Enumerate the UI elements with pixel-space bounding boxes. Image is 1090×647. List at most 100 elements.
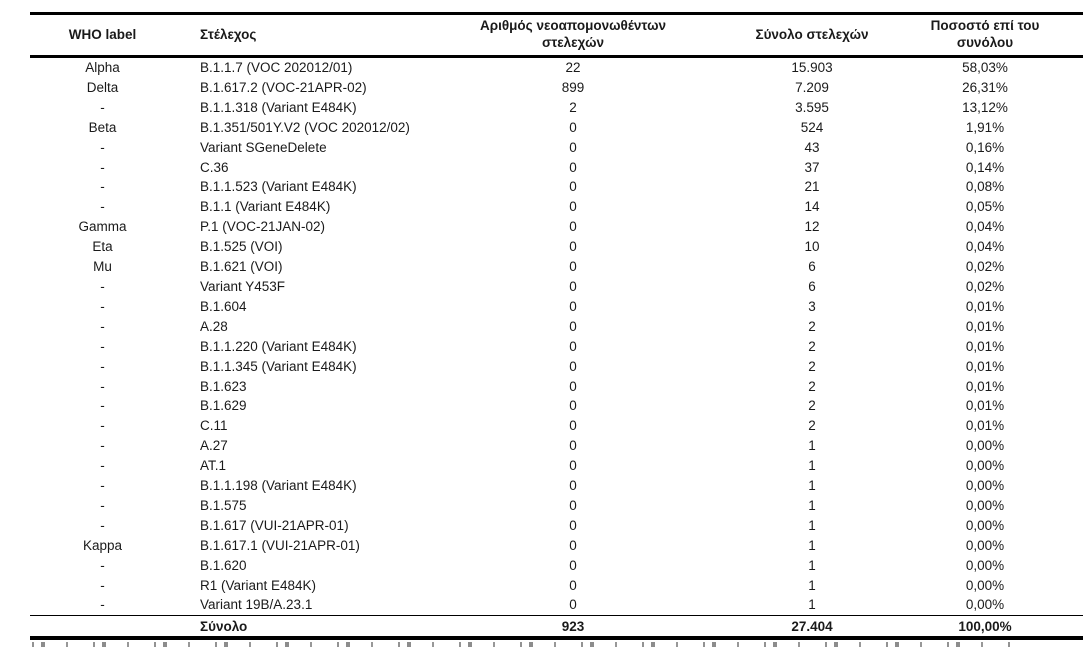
pct-cell: 0,00%: [965, 497, 1005, 513]
total-cell: 12: [804, 219, 820, 235]
who-label-cell: -: [100, 179, 105, 195]
strain-cell: B.1.1.198 (Variant E484K): [200, 478, 357, 494]
total-pct-cell: 100,00%: [958, 618, 1012, 634]
strain-cell: C.36: [200, 159, 229, 175]
isolates-cell: 0: [569, 398, 577, 414]
table-row: - B.1.617 (VUI-21APR-01) 0 1 0,00%: [30, 516, 1083, 536]
strain-cell: B.1.617.2 (VOC-21APR-02): [200, 79, 367, 95]
strain-cell: A.27: [200, 438, 228, 454]
who-label-cell: Mu: [93, 259, 112, 275]
isolates-cell: 0: [569, 438, 577, 454]
pct-cell: 58,03%: [962, 60, 1008, 75]
total-cell: 37: [804, 159, 820, 175]
who-label-cell: Beta: [88, 119, 117, 135]
strain-cell: B.1.1.220 (Variant E484K): [200, 338, 357, 354]
who-label-cell: -: [100, 458, 105, 474]
pct-cell: 0,05%: [965, 199, 1005, 215]
total-isolates-cell: 923: [561, 618, 585, 634]
total-cell: 1: [808, 537, 816, 553]
table-body: Alpha B.1.1.7 (VOC 202012/01) 22 15.903 58,0…: [30, 57, 1083, 616]
header-who-label: WHO label: [68, 26, 137, 42]
pct-cell: 0,16%: [965, 139, 1005, 155]
pct-cell: 26,31%: [962, 79, 1008, 95]
who-label-cell: -: [100, 517, 105, 533]
table-row: - B.1.604 0 3 0,01%: [30, 297, 1083, 317]
strain-cell: Variant SGeneDelete: [200, 139, 327, 155]
table-row: Gamma P.1 (VOC-21JAN-02) 0 12 0,04%: [30, 217, 1083, 237]
table-row: - B.1.575 0 1 0,00%: [30, 496, 1083, 516]
who-label-cell: Kappa: [82, 537, 123, 553]
pct-cell: 0,00%: [965, 557, 1005, 573]
strain-cell: Variant Y453F: [200, 278, 286, 294]
who-label-cell: -: [100, 278, 105, 294]
who-label-cell: -: [100, 318, 105, 334]
table-row: - R1 (Variant E484K) 0 1 0,00%: [30, 576, 1083, 596]
pct-cell: 0,00%: [965, 537, 1005, 553]
who-label-cell: -: [100, 418, 105, 434]
who-label-cell: -: [100, 159, 105, 175]
table-row: - Variant Y453F 0 6 0,02%: [30, 277, 1083, 297]
isolates-cell: 0: [569, 478, 577, 494]
pct-cell: 0,01%: [965, 418, 1005, 434]
isolates-cell: 0: [569, 577, 577, 593]
strain-cell: B.1.351/501Y.V2 (VOC 202012/02): [200, 119, 410, 135]
pct-cell: 0,00%: [965, 478, 1005, 494]
table-row: - B.1.1.345 (Variant E484K) 0 2 0,01%: [30, 357, 1083, 377]
who-label-cell: -: [100, 497, 105, 513]
isolates-cell: 0: [569, 139, 577, 155]
table-row: - AT.1 0 1 0,00%: [30, 456, 1083, 476]
strain-cell: B.1.621 (VOI): [200, 259, 283, 275]
who-label-cell: -: [100, 99, 105, 115]
table-row: - B.1.623 0 2 0,01%: [30, 377, 1083, 397]
table-row: - A.28 0 2 0,01%: [30, 317, 1083, 337]
table-row: - Variant 19B/A.23.1 0 1 0,00%: [30, 595, 1083, 615]
header-pct-of-total: Ποσοστό επί του συνόλου: [887, 14, 1083, 57]
total-cell: 10: [804, 239, 820, 255]
total-cell: 3.595: [795, 99, 829, 115]
table-row: - B.1.1.318 (Variant E484K) 2 3.595 13,12%: [30, 98, 1083, 118]
pct-cell: 0,08%: [965, 179, 1005, 195]
who-label-cell: -: [100, 378, 105, 394]
pct-cell: 0,00%: [965, 597, 1005, 613]
isolates-cell: 0: [569, 557, 577, 573]
strain-cell: B.1.525 (VOI): [200, 239, 283, 255]
isolates-cell: 0: [569, 199, 577, 215]
pct-cell: 13,12%: [962, 99, 1008, 115]
pct-cell: 0,01%: [965, 318, 1005, 334]
isolates-cell: 0: [569, 497, 577, 513]
strain-cell: C.11: [200, 418, 228, 434]
strain-cell: B.1.1.523 (Variant E484K): [200, 179, 357, 195]
who-label-cell: -: [100, 557, 105, 573]
strain-cell: R1 (Variant E484K): [200, 577, 317, 593]
header-strain: Στέλεχος: [200, 26, 257, 42]
pct-cell: 0,01%: [965, 338, 1005, 354]
header-new-isolates-text: Αριθμός νεοαπομονωθέντων στελεχών: [480, 18, 666, 50]
total-cell: 2: [808, 418, 816, 434]
strain-cell: B.1.575: [200, 497, 247, 513]
isolates-cell: 0: [569, 119, 577, 135]
total-cell: 2: [808, 378, 816, 394]
isolates-cell: 0: [569, 239, 577, 255]
total-cell: 524: [800, 119, 824, 135]
strain-cell: B.1.620: [200, 557, 247, 573]
strain-cell: B.1.604: [200, 298, 247, 314]
isolates-cell: 0: [569, 298, 577, 314]
total-who-cell: [30, 616, 175, 639]
total-cell: 15.903: [791, 60, 833, 75]
table-row: - B.1.1 (Variant E484K) 0 14 0,05%: [30, 197, 1083, 217]
who-label-cell: -: [100, 597, 105, 613]
pct-cell: 0,00%: [965, 438, 1005, 454]
who-label-cell: -: [100, 577, 105, 593]
table-row: - A.27 0 1 0,00%: [30, 436, 1083, 456]
total-cell: 2: [808, 318, 816, 334]
table-row: Beta B.1.351/501Y.V2 (VOC 202012/02) 0 524 1…: [30, 118, 1083, 138]
table-row: - B.1.1.523 (Variant E484K) 0 21 0,08%: [30, 177, 1083, 197]
isolates-cell: 899: [561, 79, 585, 95]
table-header: WHO label Στέλεχος Αριθμός νεοαπομονωθέν…: [30, 13, 1083, 57]
isolates-cell: 0: [569, 278, 577, 294]
isolates-cell: 0: [569, 597, 577, 613]
pct-cell: 0,04%: [965, 239, 1005, 255]
pct-cell: 0,01%: [965, 298, 1005, 314]
strain-cell: P.1 (VOC-21JAN-02): [200, 219, 326, 235]
who-label-cell: -: [100, 298, 105, 314]
